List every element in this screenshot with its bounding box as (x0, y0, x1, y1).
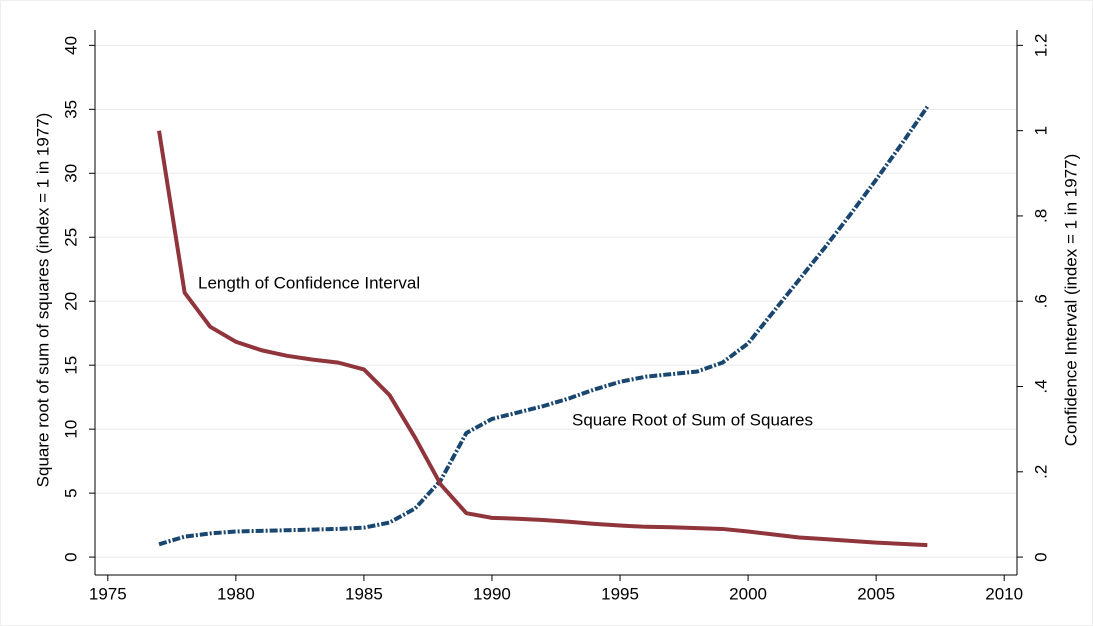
y-tick-label: 0 (61, 552, 80, 561)
x-tick-label: 1985 (345, 584, 383, 603)
y2-tick-label: .8 (1031, 209, 1050, 223)
y2-tick-label: .2 (1031, 465, 1050, 479)
x-tick-label: 1975 (89, 584, 127, 603)
series-line (157, 130, 928, 548)
y-tick-label: 30 (61, 164, 80, 183)
y2-tick-label: 1 (1031, 126, 1050, 135)
y-tick-label: 5 (61, 488, 80, 497)
x-tick-label: 1980 (217, 584, 255, 603)
x-tick-label: 1995 (601, 584, 639, 603)
x-tick-label: 2000 (729, 584, 767, 603)
y2-tick-label: 0 (1031, 552, 1050, 561)
x-tick-label: 2010 (985, 584, 1023, 603)
series-line (158, 105, 930, 547)
y-tick-label: 15 (61, 356, 80, 375)
x-tick-label: 1990 (473, 584, 511, 603)
y-tick-label: 35 (61, 100, 80, 119)
y-tick-label: 25 (61, 228, 80, 247)
y2-tick-label: 1.2 (1031, 34, 1050, 58)
annotation: Square Root of Sum of Squares (572, 410, 813, 429)
y-tick-label: 40 (61, 36, 80, 55)
y2-tick-label: .6 (1031, 294, 1050, 308)
annotation: Length of Confidence Interval (198, 273, 420, 292)
x-tick-label: 2005 (857, 584, 895, 603)
y-tick-label: 10 (61, 420, 80, 439)
y-axis-title: Square root of sum of squares (index = 1… (33, 113, 52, 488)
y-tick-label: 20 (61, 292, 80, 311)
y2-axis-title: Confidence Interval (index = 1 in 1977) (1061, 154, 1080, 447)
y2-tick-label: .4 (1031, 379, 1050, 393)
